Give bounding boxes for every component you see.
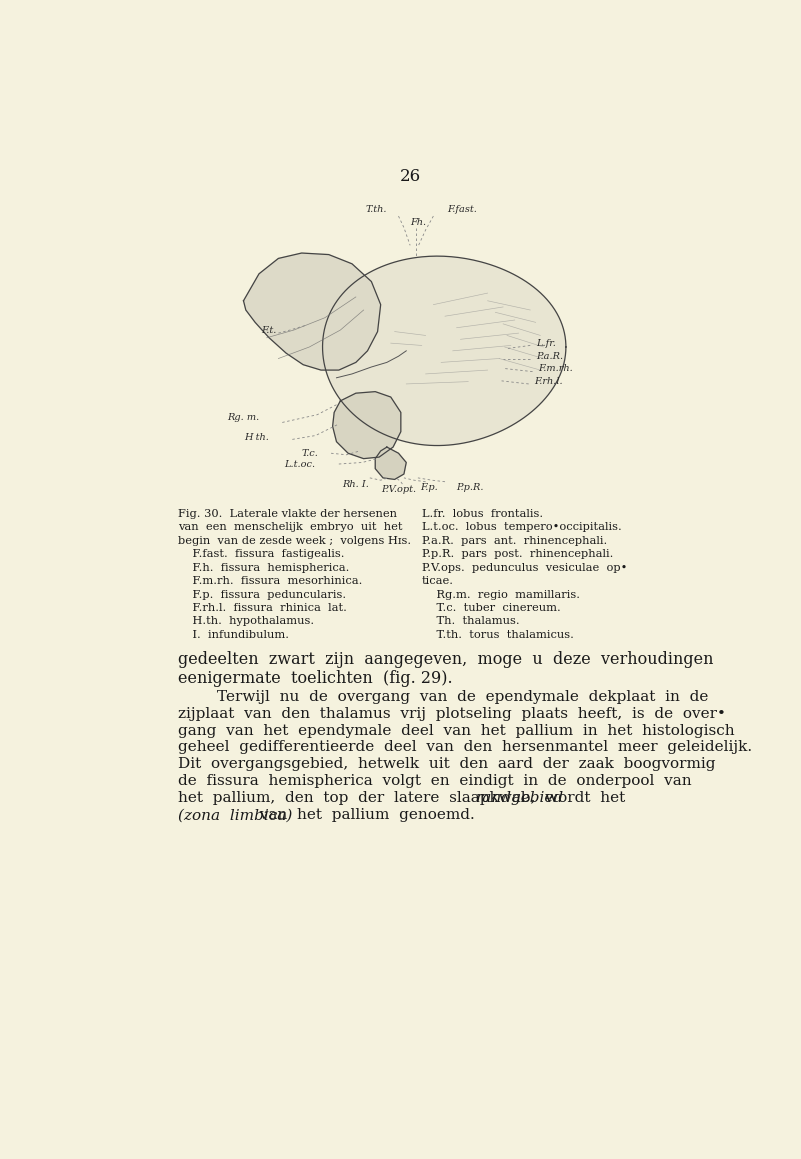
Text: ticae.: ticae. (422, 576, 453, 586)
Polygon shape (323, 256, 566, 445)
Polygon shape (244, 253, 380, 370)
Text: P.a.R.: P.a.R. (536, 351, 563, 360)
Text: Rg.m.  regio  mamillaris.: Rg.m. regio mamillaris. (422, 590, 580, 599)
Text: P.p.R.: P.p.R. (457, 482, 484, 491)
Text: Fig. 30.  Laterale vlakte der hersenen: Fig. 30. Laterale vlakte der hersenen (178, 509, 396, 519)
Text: Rh. I.: Rh. I. (343, 480, 369, 489)
Text: T.c.: T.c. (302, 449, 319, 458)
Text: F.fast.  fissura  fastigealis.: F.fast. fissura fastigealis. (178, 549, 344, 559)
Text: P.a.R.  pars  ant.  rhinencephali.: P.a.R. pars ant. rhinencephali. (422, 535, 607, 546)
Text: T.th.: T.th. (365, 205, 387, 214)
Text: van  een  menschelijk  embryo  uit  het: van een menschelijk embryo uit het (178, 523, 402, 532)
Text: F.p.: F.p. (421, 482, 438, 491)
Text: Th.  thalamus.: Th. thalamus. (422, 617, 519, 627)
Text: 26: 26 (400, 168, 421, 185)
Text: F.m.rh.: F.m.rh. (538, 364, 573, 373)
Text: H.th.  hypothalamus.: H.th. hypothalamus. (178, 617, 314, 627)
Text: begin  van de zesde week ;  volgens Hɪs.: begin van de zesde week ; volgens Hɪs. (178, 535, 411, 546)
Text: P.V.ops.  pedunculus  vesiculae  op•: P.V.ops. pedunculus vesiculae op• (422, 562, 627, 573)
Text: P.V.opt.: P.V.opt. (381, 484, 416, 494)
Text: (zona  limbica): (zona limbica) (178, 808, 292, 822)
Text: F.m.rh.  fissura  mesorhinica.: F.m.rh. fissura mesorhinica. (178, 576, 362, 586)
Polygon shape (375, 447, 406, 480)
Text: Dit  overgangsgebied,  hetwelk  uit  den  aard  der  zaak  boogvormig: Dit overgangsgebied, hetwelk uit den aar… (178, 757, 715, 772)
Polygon shape (332, 392, 400, 459)
Text: Terwijl  nu  de  overgang  van  de  ependymale  dekplaat  in  de: Terwijl nu de overgang van de ependymale… (178, 690, 708, 704)
Text: L.fr.: L.fr. (536, 338, 556, 348)
Text: F.fast.: F.fast. (447, 205, 477, 214)
Text: T.th.  torus  thalamicus.: T.th. torus thalamicus. (422, 630, 574, 640)
Text: L.fr.  lobus  frontalis.: L.fr. lobus frontalis. (422, 509, 543, 519)
Text: F.h.  fissura  hemispherica.: F.h. fissura hemispherica. (178, 562, 349, 573)
Text: de  fissura  hemispherica  volgt  en  eindigt  in  de  onderpool  van: de fissura hemispherica volgt en eindigt… (178, 774, 691, 788)
Text: P.p.R.  pars  post.  rhinencephali.: P.p.R. pars post. rhinencephali. (422, 549, 613, 559)
Text: gedeelten  zwart  zijn  aangegeven,  moge  u  deze  verhoudingen: gedeelten zwart zijn aangegeven, moge u … (178, 651, 713, 668)
Text: H th.: H th. (244, 433, 269, 443)
Text: L.t.oc.  lobus  tempero•occipitalis.: L.t.oc. lobus tempero•occipitalis. (422, 523, 622, 532)
Text: randgebied: randgebied (476, 792, 564, 806)
Text: I.  infundibulum.: I. infundibulum. (178, 630, 288, 640)
Text: Fh.: Fh. (410, 218, 426, 227)
Text: van  het  pallium  genoemd.: van het pallium genoemd. (250, 808, 474, 822)
Text: T.c.  tuber  cinereum.: T.c. tuber cinereum. (422, 603, 561, 613)
Text: gang  van  het  ependymale  deel  van  het  pallium  in  het  histologisch: gang van het ependymale deel van het pal… (178, 723, 735, 737)
Text: geheel  gedifferentieerde  deel  van  den  hersenmantel  meer  geleidelijk.: geheel gedifferentieerde deel van den he… (178, 741, 752, 755)
Text: F.rh.l.: F.rh.l. (534, 377, 563, 386)
Text: Rg. m.: Rg. m. (227, 414, 259, 422)
Text: F.rh.l.  fissura  rhinica  lat.: F.rh.l. fissura rhinica lat. (178, 603, 347, 613)
Text: L.t.oc.: L.t.oc. (284, 459, 316, 468)
Text: F.t.: F.t. (261, 326, 277, 335)
Text: F.p.  fissura  peduncularis.: F.p. fissura peduncularis. (178, 590, 346, 599)
Text: eenigermate  toelichten  (fig. 29).: eenigermate toelichten (fig. 29). (178, 670, 453, 686)
Text: zijplaat  van  den  thalamus  vrij  plotseling  plaats  heeft,  is  de  over•: zijplaat van den thalamus vrij plotselin… (178, 707, 726, 721)
Text: het  pallium,  den  top  der  latere  slaapkwab,  wordt  het: het pallium, den top der latere slaapkwa… (178, 792, 634, 806)
